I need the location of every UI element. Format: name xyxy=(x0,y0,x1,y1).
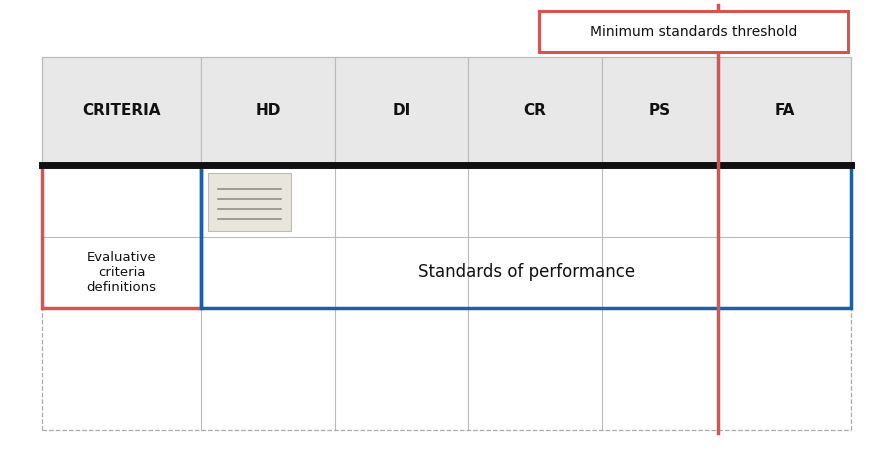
Bar xyxy=(469,57,602,165)
Text: Minimum standards threshold: Minimum standards threshold xyxy=(590,25,797,39)
Bar xyxy=(539,11,848,52)
Bar xyxy=(201,165,851,308)
Bar xyxy=(335,57,469,165)
Bar xyxy=(208,173,291,231)
Text: CR: CR xyxy=(524,103,547,119)
Bar xyxy=(602,57,718,165)
Bar xyxy=(718,57,851,165)
Bar xyxy=(201,57,335,165)
Text: Standards of performance: Standards of performance xyxy=(418,263,635,281)
Text: FA: FA xyxy=(774,103,795,119)
Text: HD: HD xyxy=(256,103,281,119)
Text: DI: DI xyxy=(392,103,411,119)
Bar xyxy=(42,57,201,165)
Text: Evaluative
criteria
definitions: Evaluative criteria definitions xyxy=(87,251,157,294)
Text: PS: PS xyxy=(649,103,671,119)
Bar xyxy=(42,165,201,308)
Bar xyxy=(42,165,851,430)
Text: CRITERIA: CRITERIA xyxy=(82,103,161,119)
